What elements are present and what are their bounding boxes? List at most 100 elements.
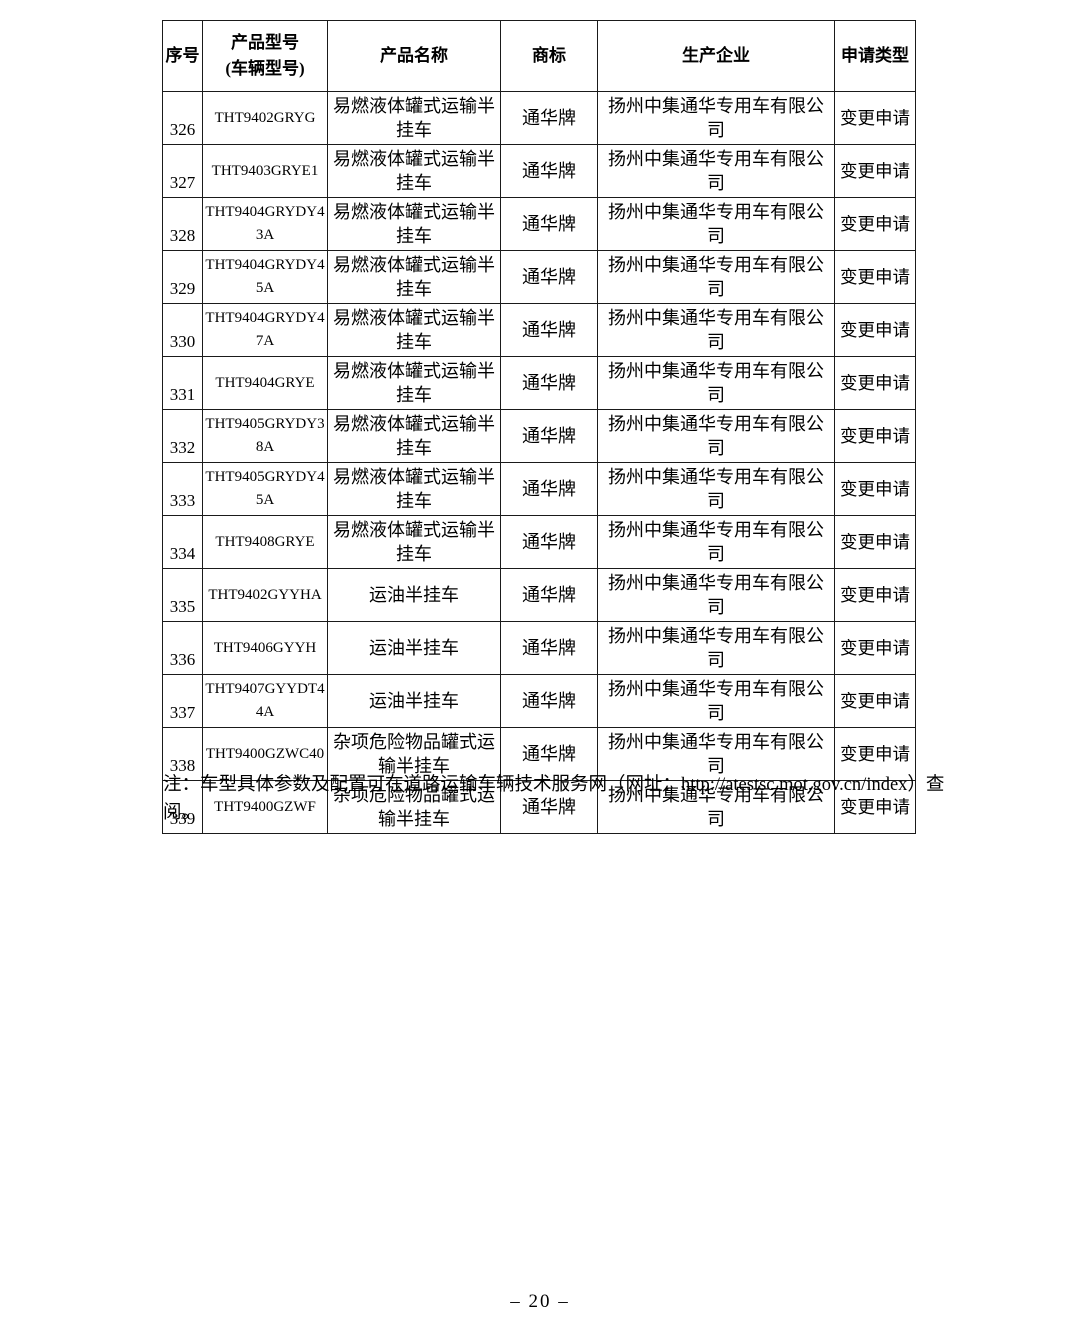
serial-cell: 330: [162, 303, 203, 357]
manufacturer-cell: 扬州中集通华专用车有限公司: [597, 780, 835, 834]
column-header-model: 产品型号 (车辆型号): [202, 20, 328, 92]
application-type-cell: 变更申请: [834, 674, 916, 728]
model-cell: THT9404GRYE: [202, 356, 328, 410]
table-row: 329 THT9404GRYDY45A 易燃液体罐式运输半挂车 通华牌 扬州中集通华专用…: [162, 250, 916, 304]
product-name-cell: 易燃液体罐式运输半挂车: [327, 144, 501, 198]
model-cell: THT9400GZWF: [202, 780, 328, 834]
brand-cell: 通华牌: [500, 515, 598, 569]
application-type-cell: 变更申请: [834, 515, 916, 569]
serial-cell: 335: [162, 568, 203, 622]
application-type-cell: 变更申请: [834, 727, 916, 781]
model-cell: THT9405GRYDY45A: [202, 462, 328, 516]
header-row: 序号 产品型号 (车辆型号) 产品名称 商标 生产企业 申请类型: [162, 20, 916, 92]
application-type-cell: 变更申请: [834, 91, 916, 145]
brand-cell: 通华牌: [500, 462, 598, 516]
table-row: 334 THT9408GRYE 易燃液体罐式运输半挂车 通华牌 扬州中集通华专用车有限公…: [162, 515, 916, 569]
page-number: – 20 –: [510, 1291, 570, 1312]
application-type-cell: 变更申请: [834, 462, 916, 516]
model-cell: THT9404GRYDY45A: [202, 250, 328, 304]
serial-cell: 328: [162, 197, 203, 251]
manufacturer-cell: 扬州中集通华专用车有限公司: [597, 515, 835, 569]
model-cell: THT9402GYYHA: [202, 568, 328, 622]
serial-cell: 326: [162, 91, 203, 145]
model-cell: THT9403GRYE1: [202, 144, 328, 198]
product-name-cell: 易燃液体罐式运输半挂车: [327, 91, 501, 145]
table-row: 339 THT9400GZWF 杂项危险物品罐式运输半挂车 通华牌 扬州中集通华专用车有…: [162, 780, 916, 834]
serial-cell: 329: [162, 250, 203, 304]
serial-cell: 333: [162, 462, 203, 516]
serial-cell: 339: [162, 780, 203, 834]
brand-cell: 通华牌: [500, 91, 598, 145]
vehicle-approval-table: 序号 产品型号 (车辆型号) 产品名称 商标 生产企业 申请类型 326 THT9…: [162, 20, 916, 834]
brand-cell: 通华牌: [500, 250, 598, 304]
product-name-cell: 杂项危险物品罐式运输半挂车: [327, 780, 501, 834]
table-row: 328 THT9404GRYDY43A 易燃液体罐式运输半挂车 通华牌 扬州中集通华专用…: [162, 197, 916, 251]
product-name-cell: 易燃液体罐式运输半挂车: [327, 197, 501, 251]
model-cell: THT9408GRYE: [202, 515, 328, 569]
application-type-cell: 变更申请: [834, 780, 916, 834]
serial-cell: 336: [162, 621, 203, 675]
product-name-cell: 易燃液体罐式运输半挂车: [327, 356, 501, 410]
application-type-cell: 变更申请: [834, 197, 916, 251]
brand-cell: 通华牌: [500, 409, 598, 463]
model-cell: THT9406GYYH: [202, 621, 328, 675]
manufacturer-cell: 扬州中集通华专用车有限公司: [597, 674, 835, 728]
brand-cell: 通华牌: [500, 197, 598, 251]
model-cell: THT9407GYYDT44A: [202, 674, 328, 728]
product-name-cell: 运油半挂车: [327, 621, 501, 675]
column-header-brand: 商标: [500, 20, 598, 92]
column-header-product-name: 产品名称: [327, 20, 501, 92]
manufacturer-cell: 扬州中集通华专用车有限公司: [597, 91, 835, 145]
brand-cell: 通华牌: [500, 621, 598, 675]
manufacturer-cell: 扬州中集通华专用车有限公司: [597, 250, 835, 304]
manufacturer-cell: 扬州中集通华专用车有限公司: [597, 303, 835, 357]
manufacturer-cell: 扬州中集通华专用车有限公司: [597, 144, 835, 198]
application-type-cell: 变更申请: [834, 621, 916, 675]
table-row: 333 THT9405GRYDY45A 易燃液体罐式运输半挂车 通华牌 扬州中集通华专用…: [162, 462, 916, 516]
manufacturer-cell: 扬州中集通华专用车有限公司: [597, 621, 835, 675]
table-row: 327 THT9403GRYE1 易燃液体罐式运输半挂车 通华牌 扬州中集通华专用车有限…: [162, 144, 916, 198]
column-header-application-type: 申请类型: [834, 20, 916, 92]
product-name-cell: 易燃液体罐式运输半挂车: [327, 515, 501, 569]
model-cell: THT9404GRYDY43A: [202, 197, 328, 251]
product-name-cell: 易燃液体罐式运输半挂车: [327, 409, 501, 463]
product-name-cell: 易燃液体罐式运输半挂车: [327, 250, 501, 304]
product-name-cell: 易燃液体罐式运输半挂车: [327, 303, 501, 357]
brand-cell: 通华牌: [500, 303, 598, 357]
manufacturer-cell: 扬州中集通华专用车有限公司: [597, 727, 835, 781]
column-header-model-line2: (车辆型号): [225, 59, 305, 78]
table-row: 337 THT9407GYYDT44A 运油半挂车 通华牌 扬州中集通华专用车有限公司变…: [162, 674, 916, 728]
serial-cell: 331: [162, 356, 203, 410]
column-header-model-line1: 产品型号: [231, 33, 299, 52]
table-row: 332 THT9405GRYDY38A 易燃液体罐式运输半挂车 通华牌 扬州中集通华专用…: [162, 409, 916, 463]
table-body: 326 THT9402GRYG 易燃液体罐式运输半挂车 通华牌 扬州中集通华专用车有限公…: [162, 91, 916, 834]
brand-cell: 通华牌: [500, 727, 598, 781]
table-row: 330 THT9404GRYDY47A 易燃液体罐式运输半挂车 通华牌 扬州中集通华专用…: [162, 303, 916, 357]
manufacturer-cell: 扬州中集通华专用车有限公司: [597, 568, 835, 622]
brand-cell: 通华牌: [500, 780, 598, 834]
model-cell: THT9404GRYDY47A: [202, 303, 328, 357]
brand-cell: 通华牌: [500, 674, 598, 728]
serial-cell: 332: [162, 409, 203, 463]
table-row: 336 THT9406GYYH 运油半挂车 通华牌 扬州中集通华专用车有限公司 变更申请: [162, 621, 916, 675]
serial-cell: 334: [162, 515, 203, 569]
brand-cell: 通华牌: [500, 356, 598, 410]
application-type-cell: 变更申请: [834, 250, 916, 304]
column-header-serial: 序号: [162, 20, 203, 92]
serial-cell: 338: [162, 727, 203, 781]
column-header-manufacturer: 生产企业: [597, 20, 835, 92]
table-header: 序号 产品型号 (车辆型号) 产品名称 商标 生产企业 申请类型: [162, 20, 916, 92]
manufacturer-cell: 扬州中集通华专用车有限公司: [597, 409, 835, 463]
application-type-cell: 变更申请: [834, 568, 916, 622]
product-name-cell: 运油半挂车: [327, 568, 501, 622]
table-row: 331 THT9404GRYE 易燃液体罐式运输半挂车 通华牌 扬州中集通华专用车有限公…: [162, 356, 916, 410]
serial-cell: 337: [162, 674, 203, 728]
brand-cell: 通华牌: [500, 144, 598, 198]
serial-cell: 327: [162, 144, 203, 198]
model-cell: THT9405GRYDY38A: [202, 409, 328, 463]
brand-cell: 通华牌: [500, 568, 598, 622]
application-type-cell: 变更申请: [834, 303, 916, 357]
table-row: 326 THT9402GRYG 易燃液体罐式运输半挂车 通华牌 扬州中集通华专用车有限公…: [162, 91, 916, 145]
footnote: 注：车型具体参数及配置可在道路运输车辆技术服务网（网址：http://atest…: [163, 775, 945, 823]
